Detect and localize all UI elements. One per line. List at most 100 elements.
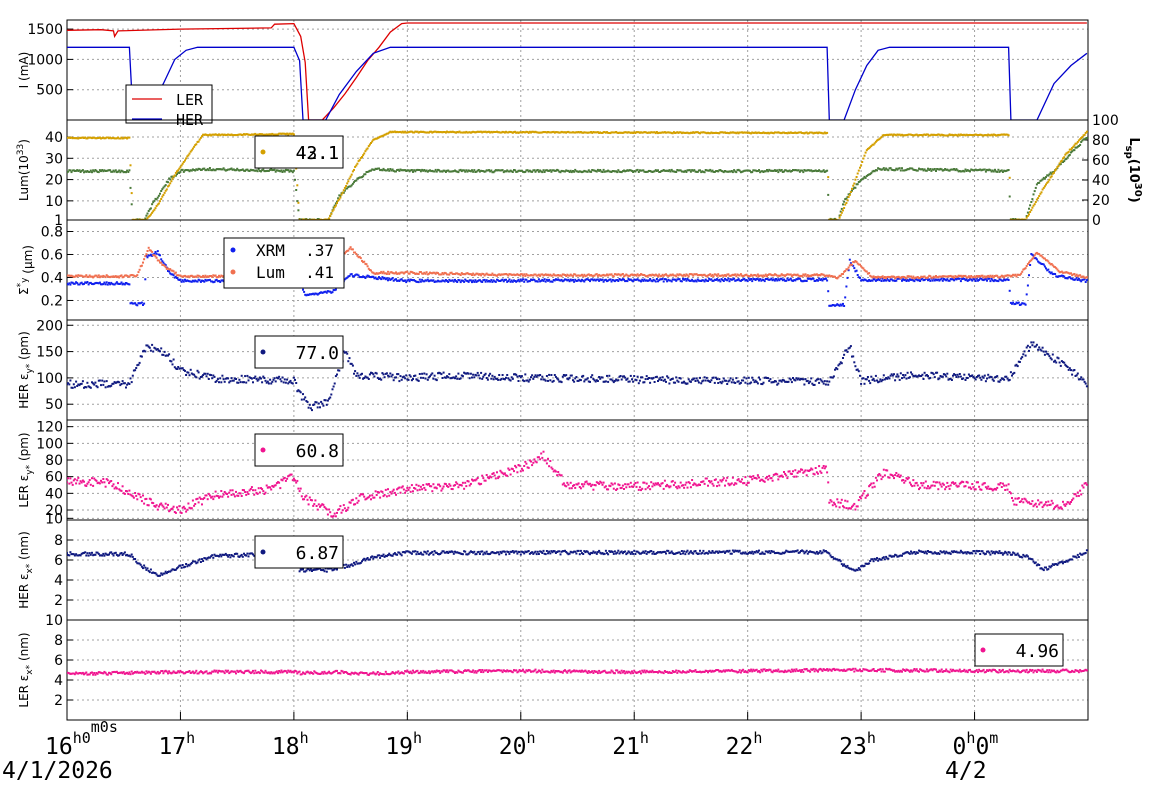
data-point <box>473 169 475 171</box>
data-point <box>162 506 164 508</box>
data-point <box>590 171 592 173</box>
data-point <box>427 379 429 381</box>
data-point <box>848 267 850 269</box>
data-point <box>147 213 149 215</box>
legend-marker <box>261 150 266 155</box>
data-point <box>302 393 304 395</box>
series-points-lum <box>66 246 1088 279</box>
data-point <box>211 496 213 498</box>
data-point <box>805 378 807 380</box>
data-point <box>537 169 539 171</box>
data-point <box>1008 134 1010 136</box>
data-point <box>313 503 315 505</box>
data-point <box>1010 371 1012 373</box>
data-point <box>538 278 540 280</box>
data-point <box>86 281 88 283</box>
data-point <box>130 377 132 379</box>
data-point <box>139 269 141 271</box>
data-point <box>218 381 220 383</box>
data-point <box>1033 193 1035 195</box>
data-point <box>448 373 450 375</box>
data-point <box>254 376 256 378</box>
data-point <box>182 169 184 171</box>
data-point <box>321 403 323 405</box>
data-point <box>723 378 725 380</box>
data-point <box>322 504 324 506</box>
data-point <box>639 380 641 382</box>
data-point <box>215 491 217 493</box>
series-points-lsp <box>66 131 1088 222</box>
data-point <box>1047 181 1049 183</box>
data-point <box>747 383 749 385</box>
data-point <box>380 278 382 280</box>
data-point <box>353 373 355 375</box>
data-point <box>732 171 734 173</box>
data-point <box>1013 372 1015 374</box>
data-point <box>159 350 161 352</box>
data-point <box>371 494 373 496</box>
y-tick-label: 100 <box>36 371 63 387</box>
data-point <box>85 485 87 487</box>
data-point <box>516 376 518 378</box>
data-point <box>849 194 851 196</box>
data-point <box>989 280 991 282</box>
data-point <box>668 383 670 385</box>
data-point <box>1086 131 1088 133</box>
data-point <box>1011 375 1013 377</box>
data-point <box>893 373 895 375</box>
data-point <box>386 273 388 275</box>
data-point <box>338 370 340 372</box>
data-point <box>867 376 869 378</box>
data-point <box>301 399 303 401</box>
data-point <box>136 304 138 306</box>
data-point <box>502 374 504 376</box>
data-point <box>879 378 881 380</box>
data-point <box>575 376 577 378</box>
data-point <box>794 379 796 381</box>
data-point <box>240 381 242 383</box>
data-point <box>827 290 829 292</box>
data-point <box>853 183 855 185</box>
data-point <box>425 378 427 380</box>
data-point <box>293 478 295 480</box>
data-point <box>440 373 442 375</box>
data-point <box>355 253 357 255</box>
y-tick-label: 1000 <box>27 52 63 68</box>
data-point <box>1009 177 1011 179</box>
data-point <box>94 382 96 384</box>
data-point <box>663 281 665 283</box>
data-point <box>603 169 605 171</box>
data-point <box>128 169 130 171</box>
data-point <box>658 274 660 276</box>
data-point <box>100 384 102 386</box>
data-point <box>187 503 189 505</box>
data-point <box>547 380 549 382</box>
data-point <box>375 490 377 492</box>
data-point <box>1055 362 1057 364</box>
data-point <box>300 488 302 490</box>
data-point <box>151 251 153 253</box>
data-point <box>924 372 926 374</box>
data-point <box>373 376 375 378</box>
data-point <box>909 376 911 378</box>
data-point <box>1008 169 1010 171</box>
data-point <box>997 169 999 171</box>
data-point <box>1076 374 1078 376</box>
data-point <box>491 375 493 377</box>
data-point <box>286 379 288 381</box>
data-point <box>206 494 208 496</box>
data-point <box>790 278 792 280</box>
data-point <box>1059 362 1061 364</box>
data-point <box>184 370 186 372</box>
data-point <box>155 251 157 253</box>
data-point <box>1058 357 1060 359</box>
data-point <box>697 380 699 382</box>
data-point <box>1024 350 1026 352</box>
data-point <box>656 278 658 280</box>
data-point <box>216 380 218 382</box>
data-point <box>208 169 210 171</box>
legend-marker <box>231 270 236 275</box>
data-point <box>387 488 389 490</box>
series-line-ler <box>67 23 1087 120</box>
